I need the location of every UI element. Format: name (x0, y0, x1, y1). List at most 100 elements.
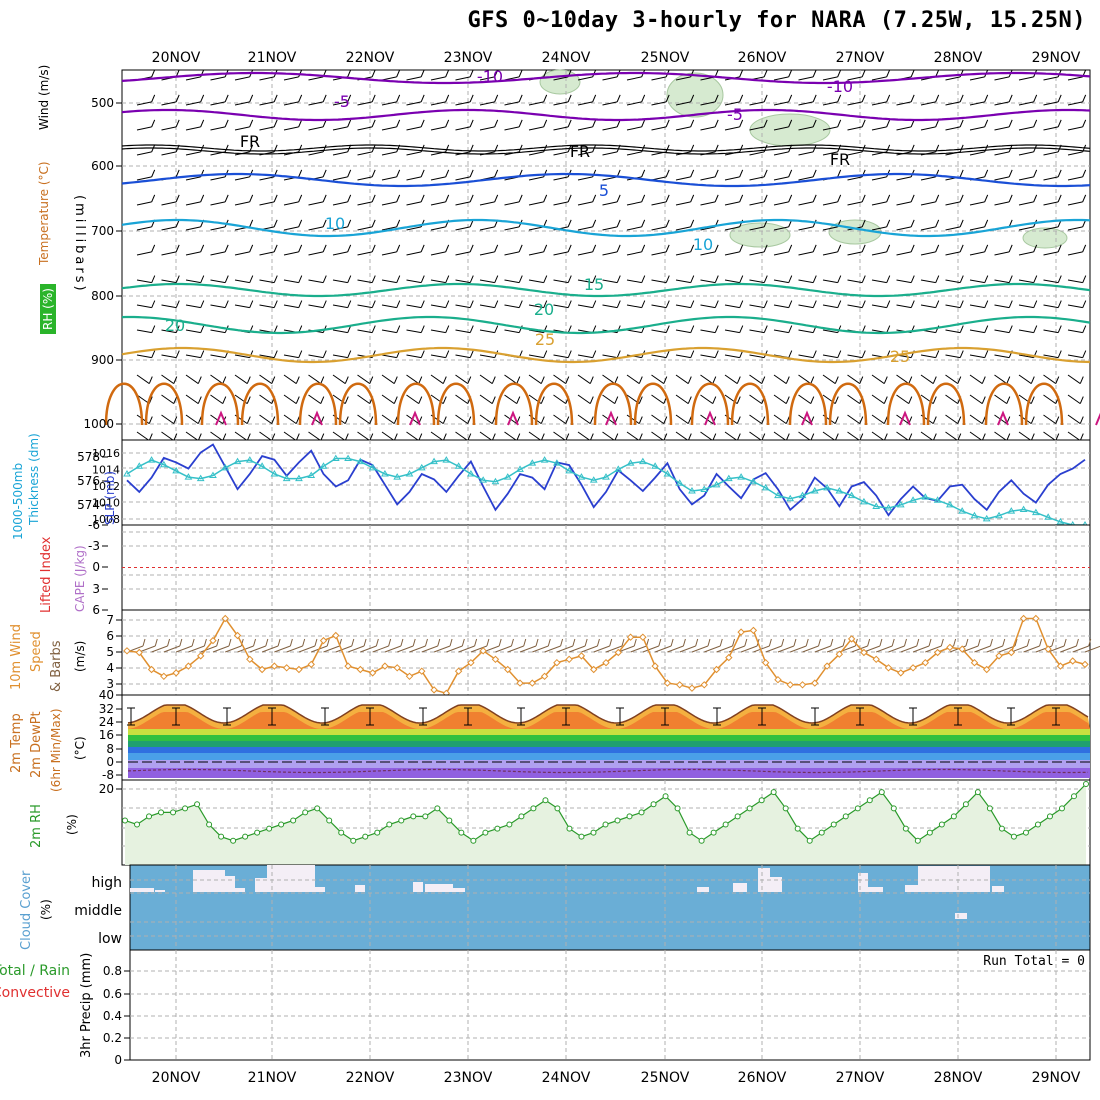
wind-barb-flag (1055, 416, 1060, 424)
temperature-loop (690, 382, 730, 426)
wind-barb-flag (935, 194, 940, 203)
wind-barb-flag (173, 396, 178, 404)
wind10-barb (556, 645, 574, 653)
wind-barb-flag (908, 433, 913, 441)
wind10-barb-flag (805, 638, 809, 647)
wind-barb-flag (665, 119, 670, 128)
rh2m-point (686, 829, 693, 836)
temperature-max-mark (801, 410, 813, 426)
wind-barb-flag (224, 275, 229, 283)
rh2m-point (926, 829, 933, 836)
wind-barb-flag (322, 350, 327, 358)
wind-barb (945, 251, 961, 256)
wind10-barb (630, 645, 647, 653)
wind-barb (210, 176, 226, 181)
wind-barb-flag (910, 300, 915, 308)
wind-barb (1043, 76, 1059, 81)
wind-barb (920, 304, 936, 309)
wind-barb-flag (763, 325, 768, 333)
wind-barb-flag (1033, 169, 1038, 178)
wind10-barb (237, 645, 254, 653)
wind-barb-flag (273, 194, 278, 203)
wind-barb-flag (687, 433, 692, 441)
wind-barb-flag (246, 433, 251, 441)
wind-barb (185, 329, 201, 334)
temperature-loop (338, 382, 378, 426)
wind10-point (221, 614, 229, 623)
wind-barb (455, 201, 471, 206)
wind-barb (920, 279, 936, 284)
wind10-point (172, 669, 180, 677)
wind-barb (1018, 329, 1034, 334)
wind-barb-flag (788, 350, 793, 358)
thickness-point (393, 473, 402, 480)
wind10-barb-flag (658, 638, 662, 647)
wind10-barb (532, 645, 549, 653)
wind-barb-flag (665, 169, 670, 178)
wind-barb (896, 394, 910, 405)
wind-barb (161, 431, 175, 442)
wind-barb-flag (1082, 275, 1087, 283)
wind-barb-flag (469, 119, 474, 128)
rh2m-point (734, 813, 741, 820)
wind-barb-flag (690, 350, 695, 358)
thickness-point (712, 480, 721, 488)
wind-barb-flag (1030, 376, 1035, 384)
thickness-point (958, 507, 967, 514)
thickness-point (454, 462, 463, 469)
thickness-point (946, 500, 954, 508)
wind10-barb (568, 645, 586, 653)
temperature-loop (828, 382, 868, 426)
wind10-point (639, 633, 647, 641)
wind-barb-flag (273, 325, 278, 333)
wind-barb (602, 354, 618, 359)
wind-barb-flag (932, 396, 937, 404)
wind-barb (504, 101, 520, 106)
wind-barb-flag (445, 69, 450, 78)
wind10-point (1019, 614, 1028, 623)
top-date-label: 26NOV (738, 50, 787, 66)
wind-barb (651, 354, 667, 359)
wind-barb-flag (812, 275, 817, 283)
wind-barb-flag (222, 376, 227, 384)
wind-barb (847, 76, 863, 81)
thickness-point (577, 473, 586, 480)
ylabel-rh2m: 2m RH (29, 804, 44, 848)
wind-barb (381, 226, 397, 231)
wind-barb-flag (812, 169, 817, 178)
wind-barb-flag (344, 416, 349, 424)
contour-label: FR (570, 142, 590, 161)
rh2m-point (602, 821, 609, 828)
wind10-point (332, 631, 340, 640)
wind-barb (210, 279, 226, 284)
wind-barb (602, 76, 618, 81)
wind-barb-flag (295, 396, 300, 404)
rh2m-point (254, 829, 261, 836)
wind-barb-flag (614, 433, 619, 441)
wind10-barb-flag (842, 638, 846, 647)
wind-barb (749, 151, 765, 156)
ylabel-precip-total: Total / Rain (0, 963, 70, 979)
wind-barb (675, 226, 691, 231)
wind-barb (749, 101, 765, 106)
wind-barb-flag (371, 325, 376, 333)
wind10-barb (802, 645, 819, 653)
thickness-point (245, 456, 254, 463)
wind10-barb-flag (302, 638, 306, 647)
wind-barb-flag (393, 433, 398, 441)
wind10-barb-flag (412, 638, 416, 647)
wind-barb-flag (959, 300, 964, 308)
wind-barb-flag (445, 275, 450, 283)
wind-barb (920, 101, 936, 106)
contour-label: 10 (325, 214, 345, 233)
wind-barb-flag (592, 350, 597, 358)
wind-barb-flag (271, 433, 276, 441)
wind-barb (871, 374, 885, 385)
rh2m-point (554, 805, 561, 812)
wind-barb-flag (347, 350, 352, 358)
wind10-barb-flag (891, 638, 895, 647)
wind-barb (700, 251, 716, 256)
wind-barb-flag (812, 350, 817, 358)
tick-label: 0 (106, 755, 114, 769)
